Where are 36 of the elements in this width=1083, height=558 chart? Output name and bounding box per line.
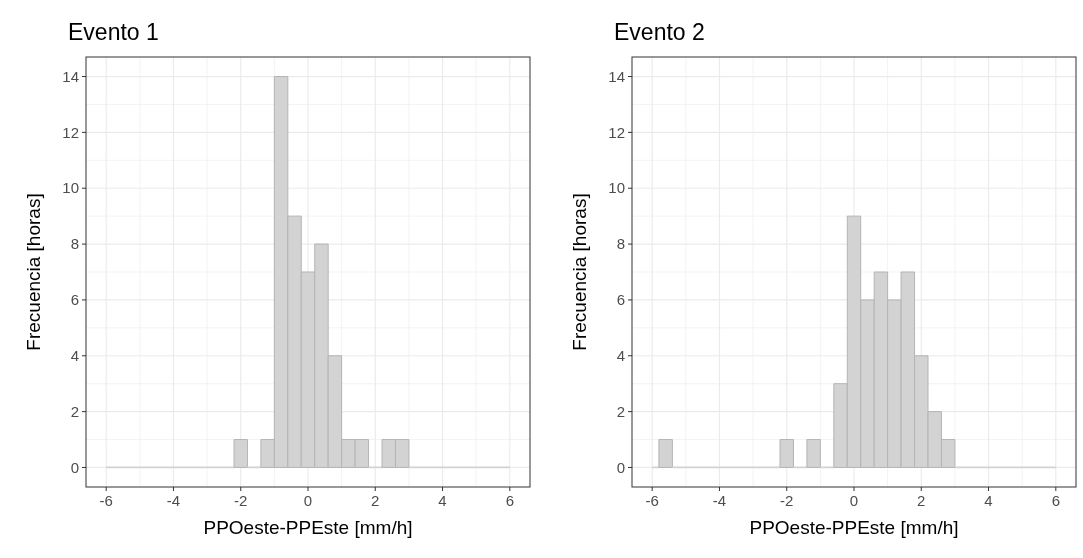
x-tick-label: -2 <box>234 492 248 509</box>
y-tick-label: 2 <box>616 402 625 420</box>
y-tick-label: 6 <box>616 291 625 309</box>
x-tick-label: 0 <box>303 492 313 509</box>
y-tick-label: 6 <box>70 291 79 309</box>
y-tick-label: 12 <box>608 123 625 141</box>
x-tick-label: 2 <box>917 492 926 509</box>
x-tick-label: -2 <box>780 492 794 509</box>
y-tick-label: 0 <box>70 458 79 476</box>
x-axis-title: PPOeste-PPEste [mm/h] <box>203 517 413 538</box>
y-tick-label: 0 <box>616 458 625 476</box>
x-tick-label: 6 <box>505 492 514 509</box>
x-tick-label: 6 <box>1051 492 1060 509</box>
y-tick-label: 4 <box>70 347 79 365</box>
x-tick-label: -4 <box>166 492 181 509</box>
x-tick-label: 4 <box>438 492 447 509</box>
y-tick-label: 4 <box>616 347 625 365</box>
y-tick-label: 14 <box>62 67 79 85</box>
x-tick-label: 4 <box>984 492 993 509</box>
x-tick-label: 2 <box>371 492 380 509</box>
y-tick-label: 10 <box>608 179 625 197</box>
x-tick-label: -4 <box>712 492 727 509</box>
chart-title: Evento 2 <box>614 19 705 45</box>
x-axis-title: PPOeste-PPEste [mm/h] <box>749 517 959 538</box>
y-tick-label: 8 <box>70 235 79 253</box>
y-tick-label: 2 <box>70 402 79 420</box>
y-axis-title: Frecuencia [horas] <box>569 193 590 351</box>
y-tick-label: 8 <box>616 235 625 253</box>
y-tick-label: 14 <box>608 67 625 85</box>
x-tick-label: -6 <box>99 492 113 509</box>
x-tick-label: 0 <box>849 492 859 509</box>
x-tick-label: -6 <box>645 492 659 509</box>
chart-title: Evento 1 <box>68 19 159 45</box>
y-tick-label: 10 <box>62 179 79 197</box>
y-tick-label: 12 <box>62 123 79 141</box>
y-axis-title: Frecuencia [horas] <box>23 193 44 351</box>
